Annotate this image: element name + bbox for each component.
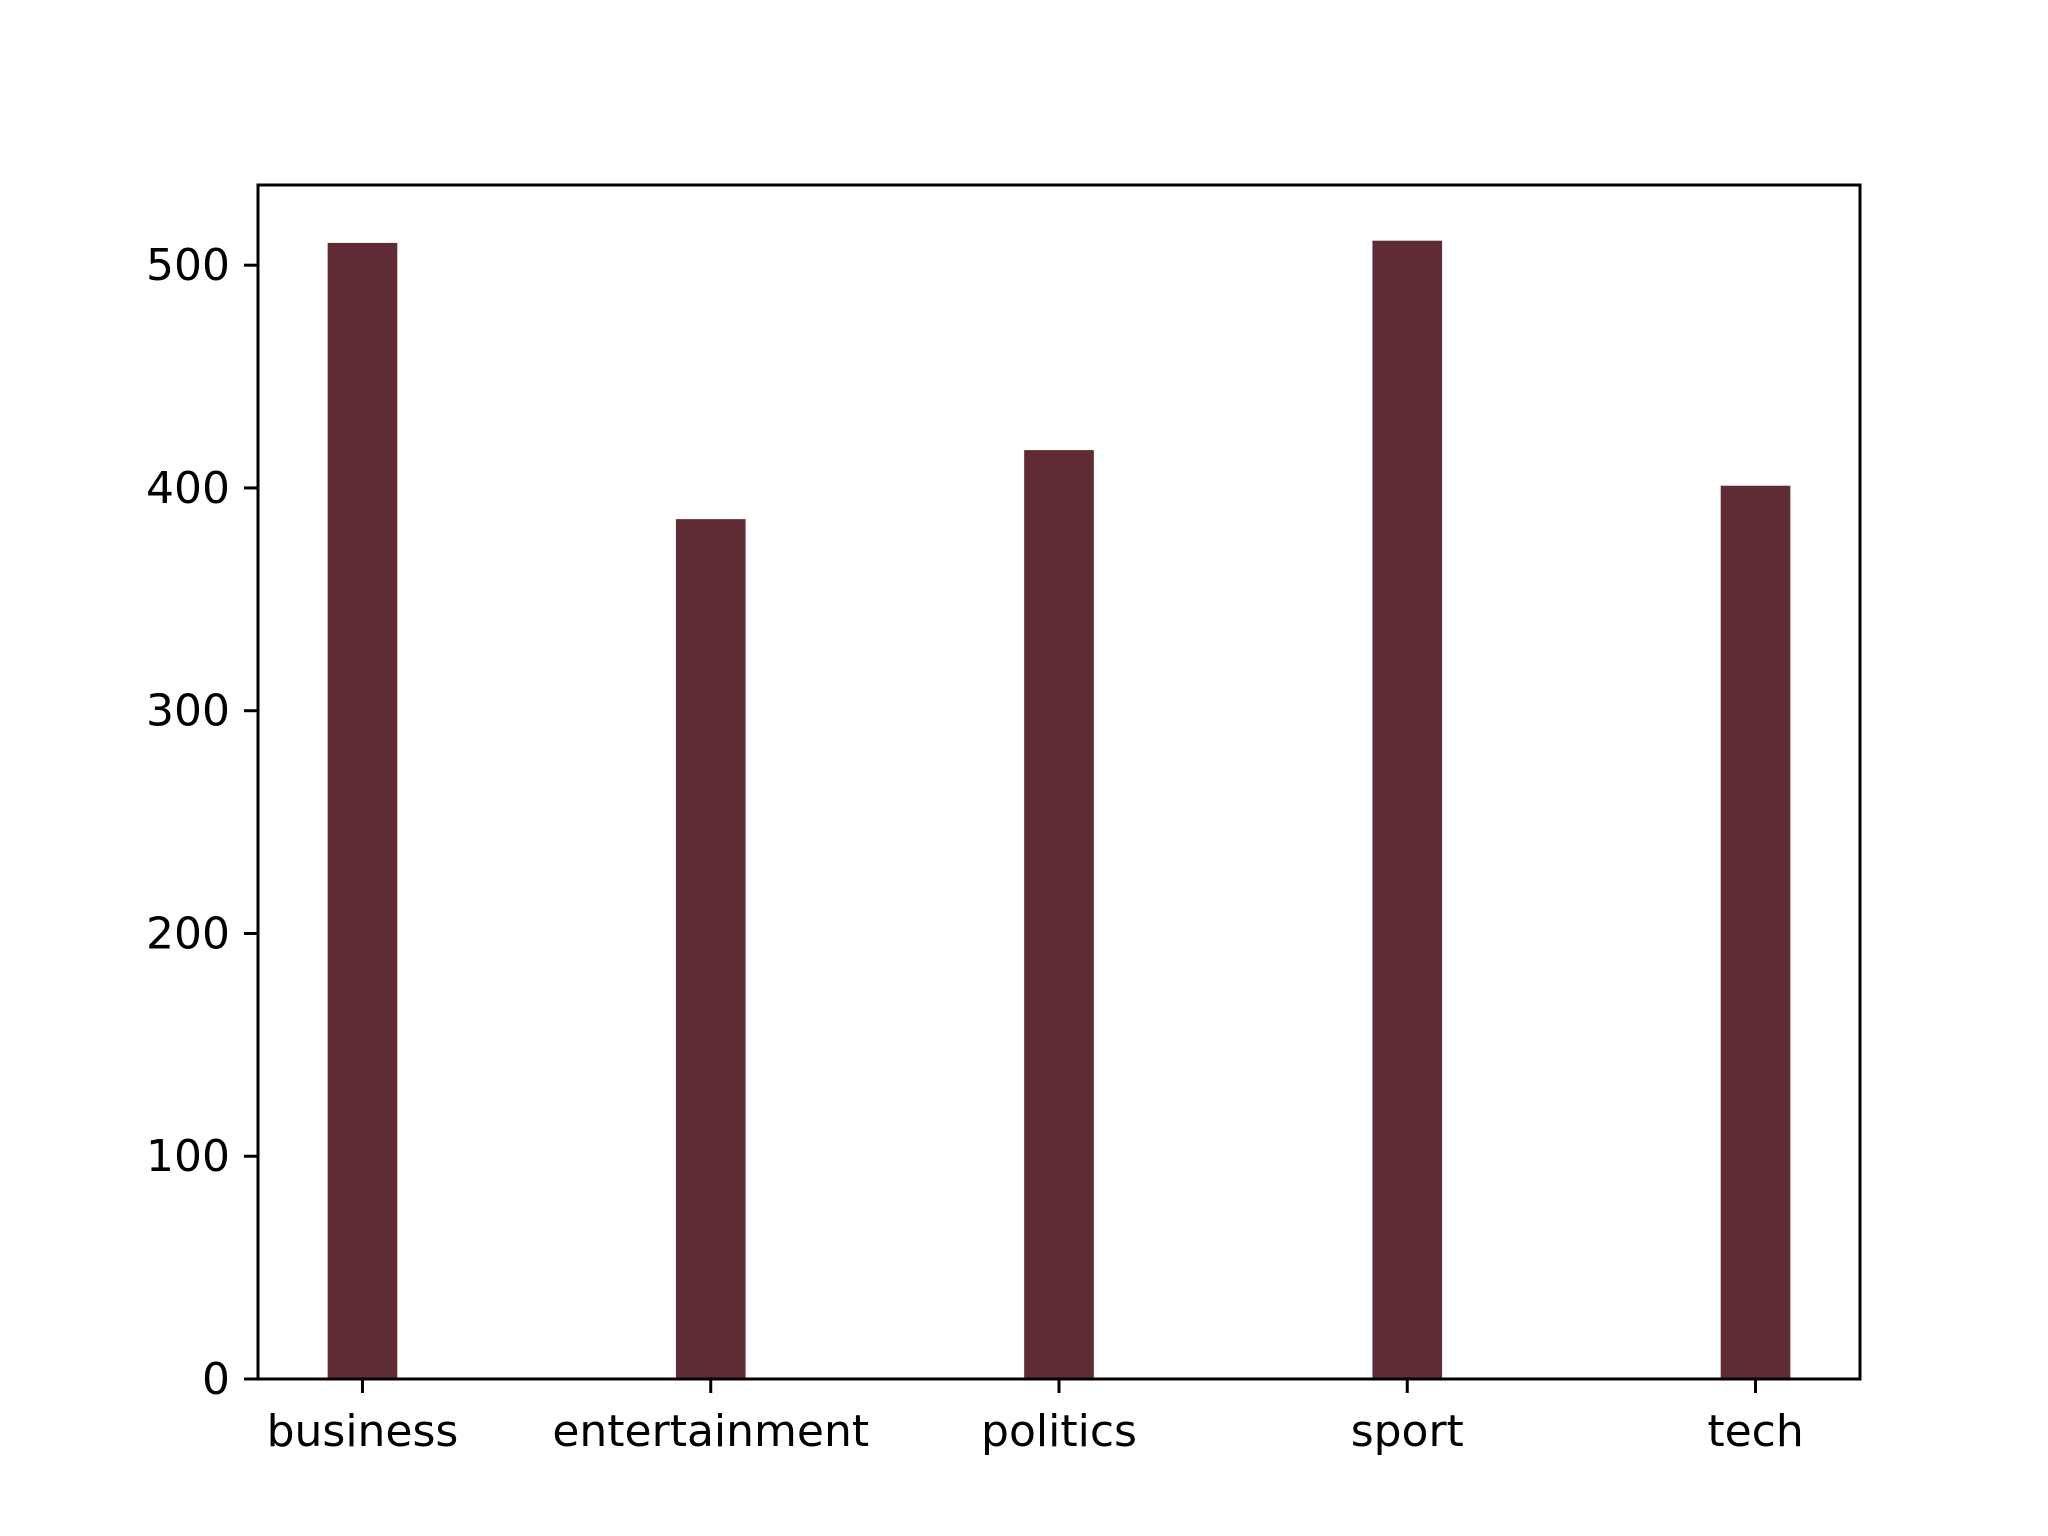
y-tick-label: 0 — [202, 1354, 230, 1405]
x-axis-ticks: business entertainment politics sport tech — [267, 1379, 1804, 1457]
y-tick-label: 100 — [146, 1131, 230, 1182]
y-tick-label: 400 — [146, 463, 230, 514]
y-tick-label: 200 — [146, 908, 230, 959]
x-tick-label: business — [267, 1406, 459, 1457]
y-tick-label: 300 — [146, 686, 230, 737]
x-tick-label: sport — [1351, 1406, 1464, 1457]
bars-group — [327, 240, 1791, 1379]
bar-entertainment — [675, 519, 746, 1379]
x-tick-label: tech — [1707, 1406, 1803, 1457]
y-axis-ticks: 0 100 200 300 400 500 — [146, 240, 258, 1405]
bar-sport — [1372, 240, 1443, 1379]
x-tick-label: politics — [981, 1406, 1137, 1457]
y-tick-label: 500 — [146, 240, 230, 291]
plot-frame — [256, 183, 1862, 1381]
bar-politics — [1024, 450, 1094, 1379]
x-tick-label: entertainment — [552, 1406, 869, 1457]
bar-tech — [1720, 485, 1791, 1379]
bar-business — [327, 242, 398, 1379]
